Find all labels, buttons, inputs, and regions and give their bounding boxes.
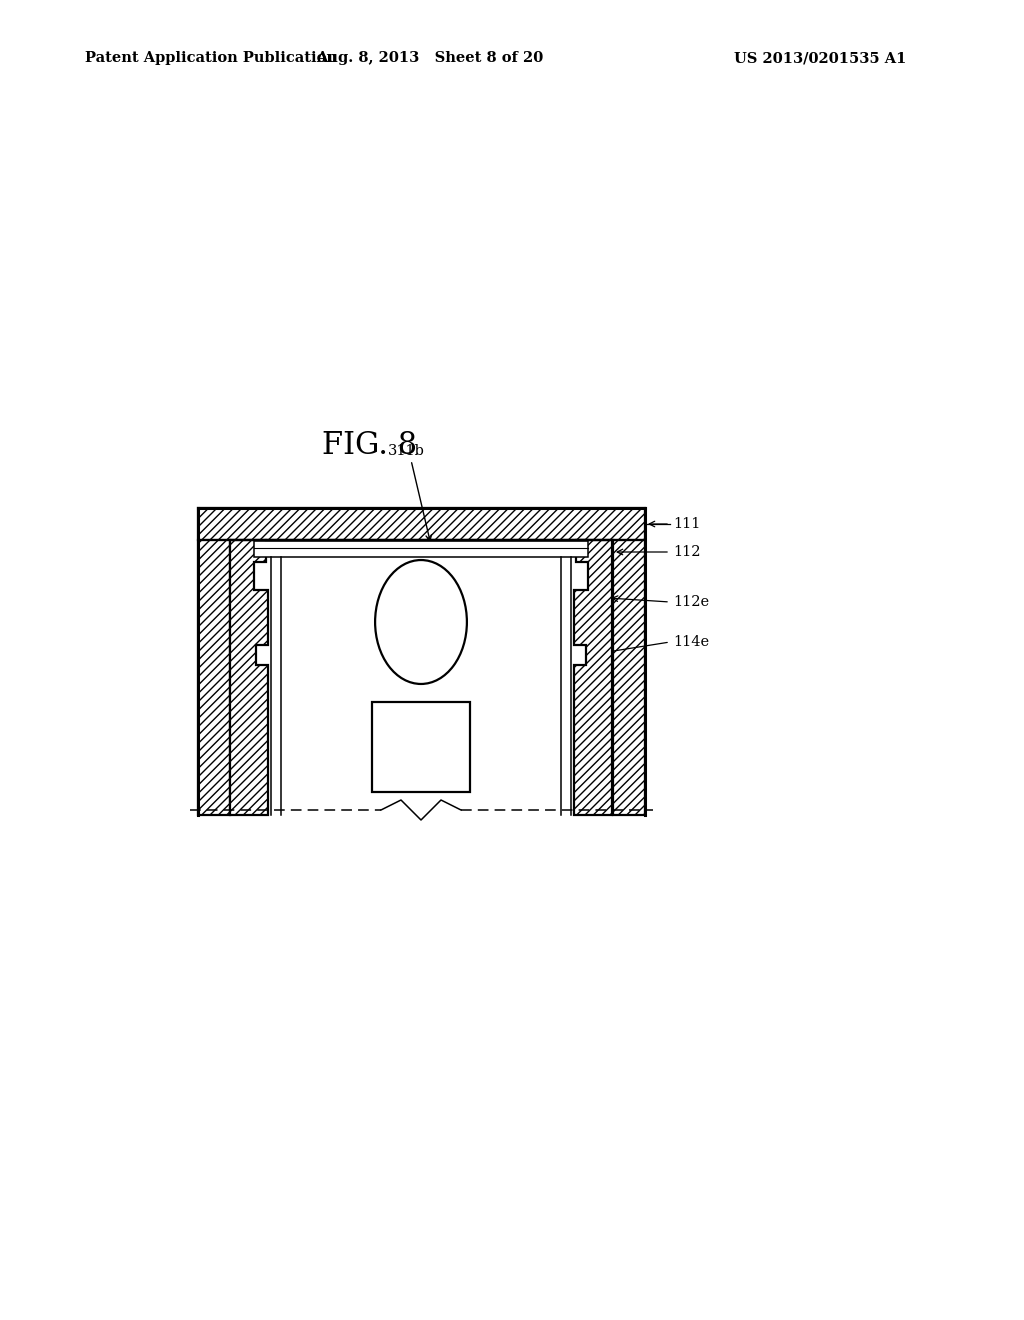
Text: 114e: 114e [673,635,710,649]
Text: 311b: 311b [387,444,424,458]
Bar [198,508,645,540]
Bar [613,540,645,814]
Text: 112: 112 [673,545,700,558]
Text: Patent Application Publication: Patent Application Publication [85,51,337,65]
Text: 112e: 112e [673,595,710,609]
Polygon shape [230,540,268,814]
Text: US 2013/0201535 A1: US 2013/0201535 A1 [734,51,906,65]
Text: 111: 111 [673,517,700,531]
Text: Aug. 8, 2013   Sheet 8 of 20: Aug. 8, 2013 Sheet 8 of 20 [316,51,544,65]
Ellipse shape [375,560,467,684]
Bar [198,508,645,540]
Polygon shape [574,540,612,814]
Bar [372,702,470,792]
Bar [198,540,230,814]
Text: FIG. 8: FIG. 8 [323,429,418,461]
Bar [613,540,645,814]
Bar [198,540,230,814]
Bar [268,540,574,814]
Bar [254,541,588,557]
